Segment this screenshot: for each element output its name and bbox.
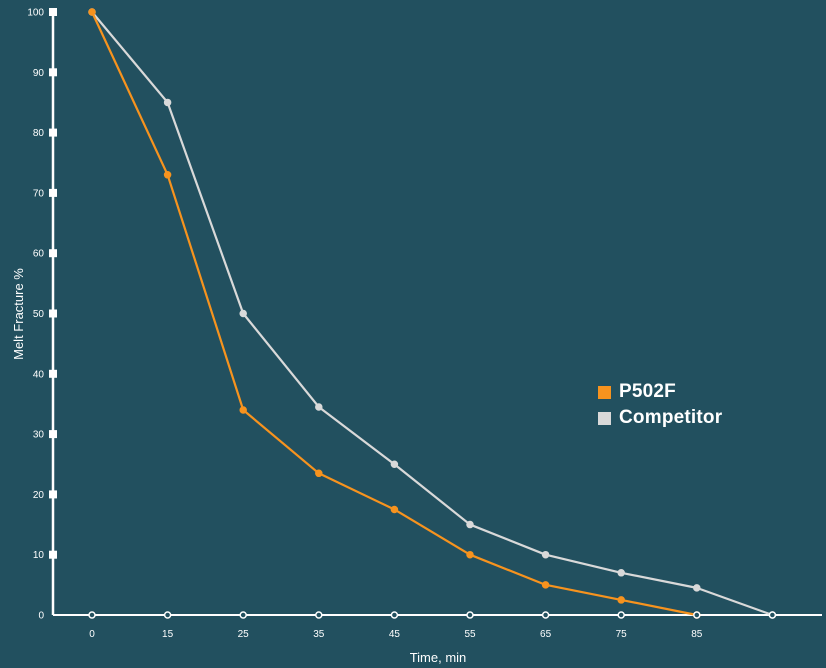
legend-item-competitor: Competitor bbox=[598, 407, 722, 429]
legend-swatch-competitor bbox=[598, 411, 611, 425]
y-tick-label: 30 bbox=[33, 430, 45, 441]
x-tick-label: 0 bbox=[89, 629, 95, 640]
data-point-p502f bbox=[88, 8, 96, 16]
x-tick-mark bbox=[693, 611, 701, 619]
data-point-p502f bbox=[541, 581, 550, 589]
data-point-competitor bbox=[617, 569, 625, 577]
y-tick-mark bbox=[49, 369, 57, 378]
y-tick-mark bbox=[49, 430, 57, 439]
data-point-competitor bbox=[239, 309, 247, 318]
x-tick-mark bbox=[315, 611, 323, 619]
data-point-p502f bbox=[466, 550, 474, 559]
data-point-competitor bbox=[693, 584, 701, 592]
x-tick-label: 85 bbox=[691, 629, 703, 640]
y-tick-label: 90 bbox=[33, 68, 45, 79]
y-tick-mark bbox=[49, 68, 57, 77]
y-tick-mark bbox=[49, 188, 57, 197]
x-tick-label: 55 bbox=[464, 629, 476, 640]
x-tick-mark bbox=[88, 611, 96, 619]
y-tick-label: 0 bbox=[38, 611, 44, 622]
series-line-p502f bbox=[91, 11, 698, 617]
series-p502f bbox=[88, 8, 701, 619]
y-tick-mark bbox=[49, 249, 57, 258]
x-tick-label: 25 bbox=[238, 629, 250, 640]
data-point-p502f bbox=[239, 406, 247, 414]
series-lines bbox=[88, 8, 777, 619]
y-axis-ticks: 0 10 20 30 40 50 60 70 80 90 100 bbox=[27, 8, 57, 622]
y-tick-label: 100 bbox=[27, 8, 44, 19]
x-tick-label: 75 bbox=[616, 629, 628, 640]
y-tick-label: 60 bbox=[33, 249, 45, 260]
y-tick-mark bbox=[49, 8, 57, 16]
legend-swatch-p502f bbox=[598, 385, 611, 399]
y-tick-label: 80 bbox=[33, 128, 45, 139]
series-line-competitor bbox=[91, 11, 773, 617]
x-axis-title: Time, min bbox=[410, 650, 467, 665]
y-tick-label: 50 bbox=[33, 309, 45, 320]
x-tick-label: 65 bbox=[540, 629, 552, 640]
data-point-p502f bbox=[163, 171, 172, 179]
data-point-competitor bbox=[390, 460, 399, 468]
x-tick-mark bbox=[617, 611, 625, 619]
data-point-competitor bbox=[163, 98, 172, 107]
x-tick-mark bbox=[163, 611, 172, 619]
data-point-competitor bbox=[541, 550, 550, 559]
x-tick-label: 15 bbox=[162, 629, 174, 640]
data-point-p502f bbox=[617, 596, 625, 604]
x-tick-mark bbox=[390, 611, 399, 619]
x-tick-mark bbox=[466, 611, 474, 619]
x-axis-ticks: 0 15 25 35 45 55 65 75 85 bbox=[88, 611, 777, 640]
x-tick-label: 45 bbox=[389, 629, 401, 640]
x-tick-mark bbox=[541, 611, 550, 619]
y-axis-title: Melt Fracture % bbox=[11, 268, 26, 360]
y-tick-mark bbox=[49, 550, 57, 559]
data-point-competitor bbox=[466, 520, 474, 529]
y-tick-label: 10 bbox=[33, 550, 45, 561]
legend-label-p502f: P502F bbox=[619, 381, 676, 402]
y-tick-label: 70 bbox=[33, 188, 45, 199]
legend-item-p502f: P502F bbox=[598, 381, 722, 403]
x-tick-mark bbox=[239, 611, 247, 619]
y-tick-label: 20 bbox=[33, 490, 45, 501]
y-tick-mark bbox=[49, 490, 57, 499]
y-tick-label: 40 bbox=[33, 369, 45, 380]
x-tick-label: 35 bbox=[313, 629, 325, 640]
chart-legend: P502F Competitor bbox=[598, 381, 722, 429]
data-point-p502f bbox=[390, 505, 399, 514]
y-tick-mark bbox=[49, 309, 57, 318]
data-point-competitor bbox=[315, 403, 323, 411]
y-tick-mark bbox=[49, 128, 57, 137]
series-competitor bbox=[88, 8, 777, 619]
x-tick-mark bbox=[768, 611, 777, 619]
data-point-p502f bbox=[315, 469, 323, 478]
legend-label-competitor: Competitor bbox=[619, 407, 723, 428]
